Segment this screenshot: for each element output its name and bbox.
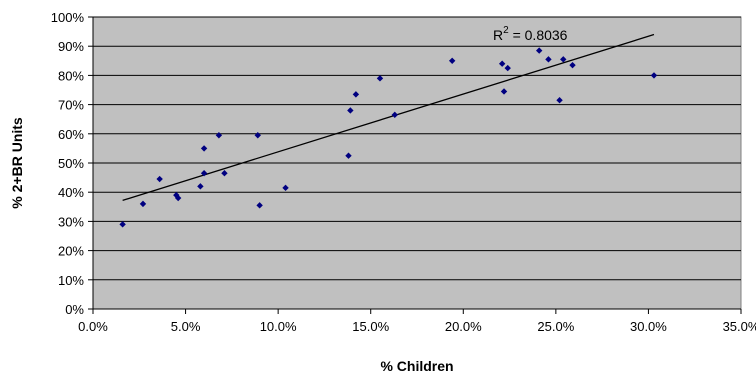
x-tick-label: 25.0% [537, 319, 574, 334]
data-point [200, 145, 208, 152]
data-point [345, 152, 352, 159]
data-point [139, 200, 147, 208]
data-point [352, 91, 360, 98]
x-tick-label: 30.0% [630, 319, 667, 334]
data-point [200, 170, 208, 177]
data-point [650, 72, 658, 79]
y-axis-title: % 2+BR Units [9, 117, 25, 209]
data-point [556, 97, 563, 104]
data-points [119, 47, 658, 228]
data-point [254, 132, 261, 139]
data-point [391, 111, 398, 119]
x-tick-label: 35.0% [723, 319, 756, 334]
y-tick-label: 60% [58, 127, 84, 142]
data-point [347, 107, 354, 114]
y-tick-label: 50% [58, 156, 84, 171]
y-tick-label: 80% [58, 68, 84, 83]
data-point [119, 221, 126, 228]
y-tick-label: 40% [58, 185, 84, 200]
data-point [500, 88, 508, 95]
x-tick-label: 15.0% [352, 319, 389, 334]
y-tick-label: 90% [58, 39, 84, 54]
y-tick-label: 100% [51, 10, 85, 25]
data-point [156, 175, 163, 183]
data-point [535, 47, 543, 54]
x-tick-label: 5.0% [171, 319, 201, 334]
data-point [560, 56, 567, 63]
y-tick-label: 70% [58, 98, 84, 113]
data-point [504, 64, 511, 72]
r-squared-annotation: R2 = 0.8036 [493, 25, 568, 43]
data-point [174, 194, 182, 202]
data-point [498, 60, 506, 67]
trendline [122, 33, 655, 201]
data-point [256, 202, 263, 209]
data-point [545, 56, 552, 63]
data-point [569, 61, 576, 69]
x-tick-label: 0.0% [78, 319, 108, 334]
data-point [282, 184, 289, 192]
y-tick-label: 30% [58, 214, 84, 229]
y-tick-label: 10% [58, 273, 84, 288]
y-tick-label: 20% [58, 244, 84, 259]
y-axis-ticks: 0% 10% 20% 30% 40% 50% 60% 70% 80% 90% 100% [51, 10, 93, 317]
data-point [215, 132, 223, 139]
x-tick-label: 10.0% [260, 319, 297, 334]
data-point [221, 170, 228, 177]
gridlines [92, 16, 741, 310]
data-point [376, 75, 384, 82]
x-tick-label: 20.0% [445, 319, 482, 334]
y-tick-label: 0% [65, 302, 84, 317]
x-axis-title: % Children [380, 358, 453, 374]
data-point [448, 57, 456, 64]
x-axis-ticks: 0.0% 5.0% 10.0% 15.0% 20.0% 25.0% 30.0% 35.0% [78, 309, 756, 334]
data-point [197, 183, 204, 190]
